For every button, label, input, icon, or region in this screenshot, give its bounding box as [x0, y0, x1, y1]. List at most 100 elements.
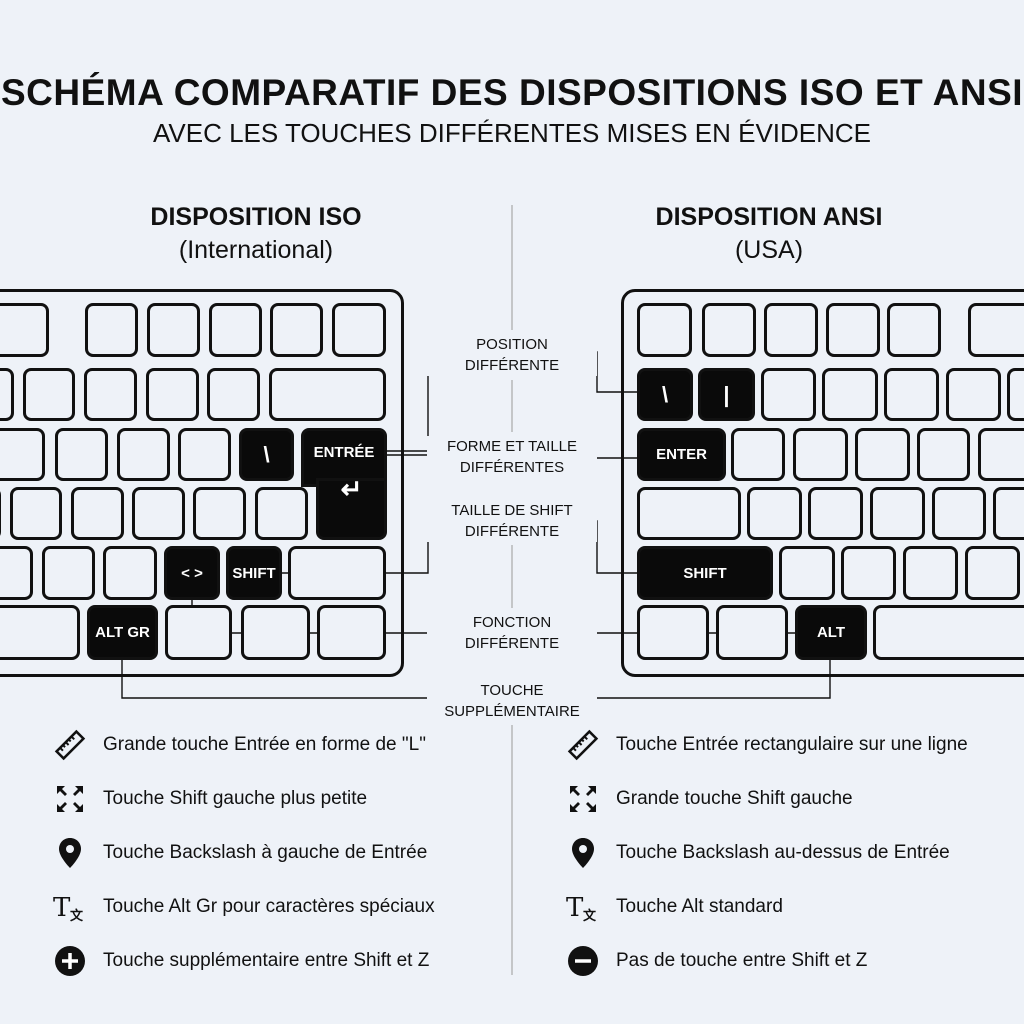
callout-extra: TOUCHE SUPPLÉMENTAIRE — [427, 680, 597, 722]
iso-heading: DISPOSITION ISO — [150, 203, 362, 231]
key — [193, 487, 246, 540]
key — [965, 546, 1020, 600]
key — [71, 487, 124, 540]
key — [146, 368, 199, 421]
connector-extra-right — [585, 660, 831, 699]
key — [288, 546, 386, 600]
key — [332, 303, 386, 357]
key — [117, 428, 170, 481]
callout-line: POSITION — [476, 336, 548, 353]
svg-text:T: T — [566, 893, 584, 922]
key — [241, 605, 310, 660]
iso-subheading: (International) — [178, 236, 334, 264]
callout-form: FORME ET TAILLE DIFFÉRENTES — [427, 436, 597, 478]
feature-item: T 文 Touche Alt standard — [565, 892, 968, 922]
key — [103, 546, 157, 600]
plus-circle-icon — [52, 946, 88, 976]
ansi-keyboard-frame — [621, 289, 1024, 677]
key — [716, 605, 788, 660]
key — [42, 546, 95, 600]
feature-text: Touche Alt standard — [616, 896, 783, 917]
feature-item: Touche supplémentaire entre Shift et Z — [52, 946, 435, 976]
key — [917, 428, 970, 481]
ansi-feature-list: Touche Entrée rectangulaire sur une lign… — [565, 729, 968, 1000]
feature-item: Pas de touche entre Shift et Z — [565, 946, 968, 976]
key — [870, 487, 925, 540]
callout-line: DIFFÉRENTE — [464, 523, 560, 540]
key — [978, 428, 1024, 481]
feature-item: T 文 Touche Alt Gr pour caractères spéciaux — [52, 892, 435, 922]
feature-text: Grande touche Entrée en forme de "L" — [103, 734, 426, 755]
key — [808, 487, 863, 540]
shrink-arrows-icon — [565, 784, 601, 814]
key — [993, 487, 1024, 540]
iso-backslash-key: \ — [239, 428, 294, 481]
feature-item: Touche Shift gauche plus petite — [52, 784, 435, 814]
ansi-backslash-key: \ — [637, 368, 693, 421]
map-pin-icon — [52, 838, 88, 868]
key — [0, 487, 1, 540]
key — [637, 303, 692, 357]
iso-header: DISPOSITION ISO (International) — [56, 203, 456, 265]
page-title: SCHÉMA COMPARATIF DES DISPOSITIONS ISO E… — [0, 72, 1024, 113]
key — [10, 487, 62, 540]
feature-text: Touche Backslash à gauche de Entrée — [103, 842, 428, 863]
key — [85, 303, 138, 357]
callout-line: DIFFÉRENTES — [459, 459, 565, 476]
feature-text: Touche Alt Gr pour caractères spéciaux — [103, 896, 435, 917]
key — [761, 368, 816, 421]
key — [269, 368, 386, 421]
key — [1007, 368, 1024, 421]
key — [317, 605, 386, 660]
key — [884, 368, 939, 421]
key — [887, 303, 941, 357]
key — [731, 428, 785, 481]
callout-shift: TAILLE DE SHIFT DIFFÉRENTE — [427, 500, 597, 542]
key — [255, 487, 308, 540]
feature-text: Touche Backslash au-dessus de Entrée — [616, 842, 950, 863]
key — [855, 428, 910, 481]
feature-text: Pas de touche entre Shift et Z — [616, 950, 868, 971]
enter-arrow-icon: ↵ — [340, 474, 363, 504]
key — [793, 428, 848, 481]
feature-text: Grande touche Shift gauche — [616, 788, 853, 809]
key — [747, 487, 802, 540]
feature-item: Touche Entrée rectangulaire sur une lign… — [565, 729, 968, 761]
callout-line: TAILLE DE SHIFT — [451, 502, 573, 519]
feature-text: Touche Shift gauche plus petite — [103, 788, 368, 809]
ruler-icon — [52, 729, 88, 761]
key — [822, 368, 878, 421]
key — [903, 546, 958, 600]
callout-line: TOUCHE — [480, 682, 544, 699]
ruler-icon — [565, 729, 601, 761]
callout-function: FONCTION DIFFÉRENTE — [427, 612, 597, 654]
key — [873, 605, 1024, 660]
key — [178, 428, 231, 481]
iso-enter-label: ENTRÉE — [313, 444, 375, 461]
key — [0, 428, 45, 481]
key — [946, 368, 1001, 421]
key — [0, 605, 80, 660]
feature-item: Touche Backslash au-dessus de Entrée — [565, 838, 968, 868]
shrink-arrows-icon — [52, 784, 88, 814]
svg-text:T: T — [53, 893, 71, 922]
iso-enter-key-lower — [316, 478, 387, 540]
key — [968, 303, 1024, 357]
key — [84, 368, 137, 421]
key — [932, 487, 986, 540]
key — [270, 303, 323, 357]
key — [207, 368, 260, 421]
iso-shift-key: SHIFT — [226, 546, 282, 600]
page-subtitle: AVEC LES TOUCHES DIFFÉRENTES MISES EN ÉV… — [152, 118, 872, 148]
feature-item: Grande touche Entrée en forme de "L" — [52, 729, 435, 761]
ansi-alt-key: ALT — [795, 605, 867, 660]
callout-line: DIFFÉRENTE — [464, 357, 560, 374]
map-pin-icon — [565, 838, 601, 868]
ansi-subheading: (USA) — [734, 236, 804, 264]
iso-altgr-key: ALT GR — [87, 605, 158, 660]
iso-angle-bracket-key: < > — [164, 546, 220, 600]
callout-position: POSITION DIFFÉRENTE — [427, 334, 597, 376]
iso-keyboard-frame — [0, 289, 404, 677]
